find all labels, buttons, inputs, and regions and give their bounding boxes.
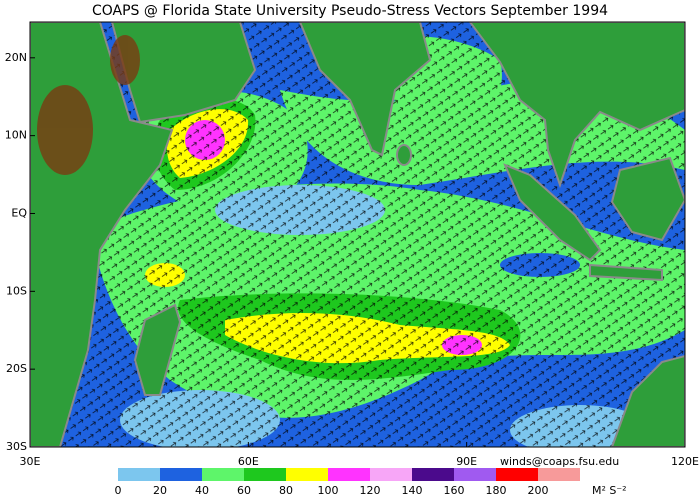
plot-frame	[29, 21, 686, 448]
colorbar-swatch	[160, 468, 202, 481]
colorbar-swatch	[454, 468, 496, 481]
colorbar-swatch	[328, 468, 370, 481]
colorbar-label: 180	[486, 484, 507, 497]
highlands	[37, 35, 140, 175]
colorbar-swatch	[412, 468, 454, 481]
colorbar-label: 140	[402, 484, 423, 497]
title: COAPS @ Florida State University Pseudo-…	[92, 3, 608, 19]
colorbar-unit: M² S⁻²	[592, 484, 627, 497]
colorbar-label: 40	[195, 484, 209, 497]
colorbar-label: 20	[153, 484, 167, 497]
y-tick-label: 10N	[5, 129, 27, 142]
map-plot	[30, 22, 685, 447]
colorbar-label: 160	[444, 484, 465, 497]
colorbar-swatch	[244, 468, 286, 481]
x-tick-label: 60E	[238, 455, 259, 468]
x-tick-label: 30E	[20, 455, 41, 468]
colorbar-label: 60	[237, 484, 251, 497]
colorbar-swatch	[286, 468, 328, 481]
y-tick-label: 30S	[6, 440, 27, 453]
colorbar-label: 100	[318, 484, 339, 497]
colorbar-swatch	[202, 468, 244, 481]
colorbar-swatch	[118, 468, 160, 481]
colorbar-swatch	[496, 468, 538, 481]
y-tick-label: EQ	[11, 206, 27, 219]
y-tick-label: 10S	[6, 284, 27, 297]
x-tick-label: 90E	[456, 455, 477, 468]
x-tick-label: 120E	[671, 455, 699, 468]
colorbar-label: 0	[115, 484, 122, 497]
y-tick-label: 20N	[5, 51, 27, 64]
colorbar-label: 80	[279, 484, 293, 497]
credit: winds@coaps.fsu.edu	[500, 455, 619, 468]
colorbar-swatch	[370, 468, 412, 481]
y-tick-label: 20S	[6, 362, 27, 375]
colorbar-label: 120	[360, 484, 381, 497]
colorbar-swatch	[538, 468, 580, 481]
colorbar-label: 200	[528, 484, 549, 497]
